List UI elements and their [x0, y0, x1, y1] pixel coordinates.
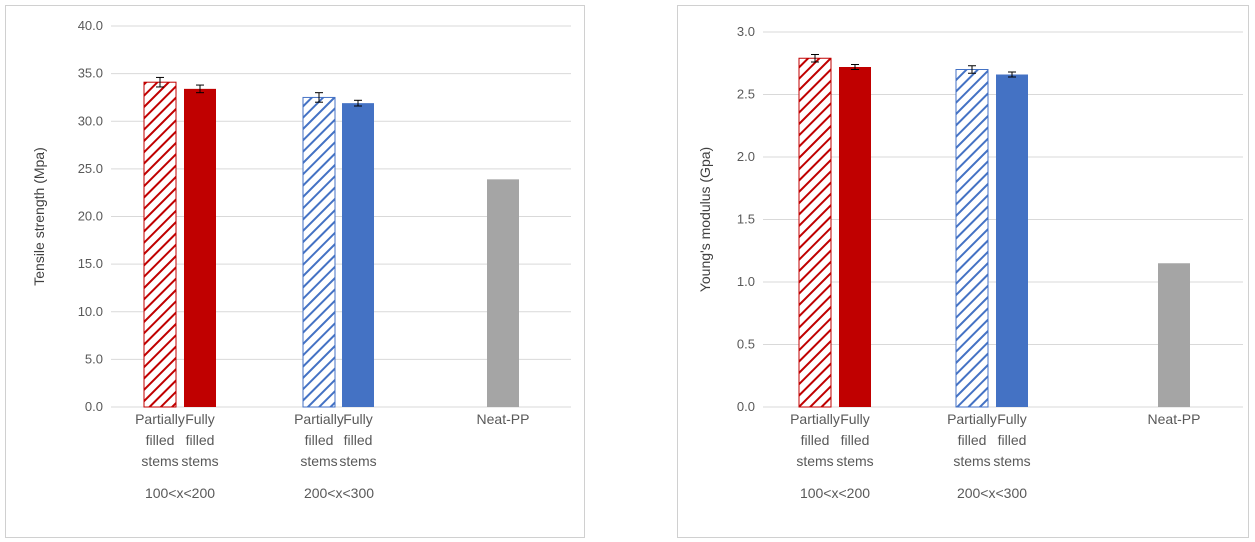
youngs-modulus-chart-panel: 0.0 0.5 1.0 1.5 2.0 2.5 3.0 Young's modulus (Gp… — [677, 5, 1249, 538]
group-label: 100<x<200 — [145, 485, 215, 501]
category-label: Fully filled stems — [993, 411, 1030, 469]
group-label: 200<x<300 — [957, 485, 1027, 501]
y-tick-label: 40.0 — [78, 18, 103, 33]
tensile-strength-chart-panel: 0.0 5.0 10.0 15.0 20.0 25.0 30.0 35.0 40.0 Tensil… — [5, 5, 585, 538]
bar-3 — [955, 69, 989, 408]
category-label: Fully filled stems — [181, 411, 218, 469]
y-tick-label: 10.0 — [78, 304, 103, 319]
category-label: Partially filled stems — [294, 411, 344, 469]
bar-2 — [184, 88, 216, 408]
bar-3 — [302, 96, 336, 408]
category-label: Fully filled stems — [339, 411, 376, 469]
category-label: Partially filled stems — [135, 411, 185, 469]
y-axis-label: Tensile strength (Mpa) — [31, 147, 47, 286]
category-label: Fully filled stems — [836, 411, 873, 469]
bar-1 — [143, 81, 177, 408]
group-label: 200<x<300 — [304, 485, 374, 501]
group-label: 100<x<200 — [800, 485, 870, 501]
y-tick-label: 5.0 — [85, 351, 103, 366]
y-tick-label: 1.0 — [737, 274, 755, 289]
y-tick-label: 2.0 — [737, 149, 755, 164]
y-tick-label: 3.0 — [737, 24, 755, 39]
y-tick-label: 35.0 — [78, 66, 103, 81]
tensile-strength-chart: 0.0 5.0 10.0 15.0 20.0 25.0 30.0 35.0 40.0 Tensil… — [31, 18, 571, 501]
y-tick-label: 15.0 — [78, 256, 103, 271]
bar-4 — [996, 74, 1028, 407]
bar-5 — [487, 179, 519, 407]
y-tick-label: 0.0 — [85, 399, 103, 414]
y-tick-label: 2.5 — [737, 87, 755, 102]
category-label: Partially filled stems — [790, 411, 840, 469]
y-tick-label: 25.0 — [78, 161, 103, 176]
y-tick-label: 30.0 — [78, 113, 103, 128]
y-tick-label: 1.5 — [737, 212, 755, 227]
y-tick-label: 0.0 — [737, 399, 755, 414]
bar-4 — [342, 103, 374, 407]
category-label: Partially filled stems — [947, 411, 997, 469]
bar-5 — [1158, 263, 1190, 407]
category-label: Neat-PP — [477, 411, 530, 427]
y-axis-label: Young's modulus (Gpa) — [697, 147, 713, 292]
youngs-modulus-chart: 0.0 0.5 1.0 1.5 2.0 2.5 3.0 Young's modulus (Gp… — [697, 24, 1243, 501]
y-tick-label: 20.0 — [78, 209, 103, 224]
category-label: Neat-PP — [1148, 411, 1201, 427]
bar-2 — [839, 67, 871, 407]
bar-1 — [798, 57, 832, 408]
y-tick-label: 0.5 — [737, 337, 755, 352]
